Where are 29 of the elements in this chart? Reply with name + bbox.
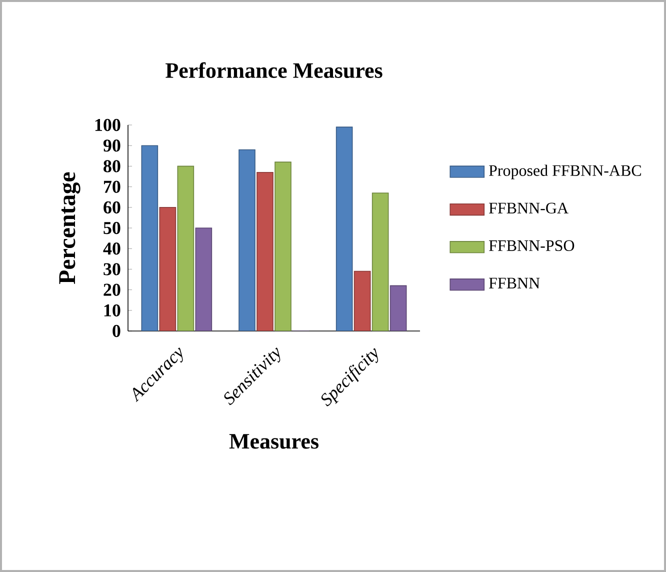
y-tick-label: 70 <box>104 180 120 193</box>
bar <box>274 162 292 331</box>
y-tick-label: 90 <box>103 140 120 152</box>
bar <box>238 149 256 331</box>
bar <box>336 126 353 331</box>
bar <box>195 228 212 331</box>
y-tick-label: 30 <box>104 263 120 276</box>
y-tick-label: 10 <box>104 304 120 316</box>
legend-label: FFBNN <box>489 278 540 288</box>
bar <box>159 207 176 331</box>
bar <box>354 270 371 331</box>
bar <box>372 192 389 331</box>
y-tick-label: 60 <box>104 201 120 214</box>
bar <box>141 145 158 331</box>
y-tick-label: 50 <box>104 222 120 234</box>
bar <box>177 166 194 331</box>
y-tick-label: 20 <box>104 284 120 296</box>
y-tick-label: 40 <box>103 242 120 255</box>
legend-label: Proposed FFBNN-ABC <box>489 164 641 180</box>
bar <box>390 285 407 331</box>
y-tick-label: 0 <box>112 324 120 338</box>
y-tick-label: 100 <box>95 118 120 132</box>
y-tick-label: 80 <box>104 160 120 172</box>
legend-label: FFBNN-PSO <box>489 240 574 252</box>
x-axis-title: Measures <box>229 434 318 449</box>
y-axis-title: Percentage <box>59 172 80 284</box>
bar <box>256 172 274 331</box>
chart-title: Performance Measures <box>166 62 382 78</box>
legend-label: FFBNN-GA <box>489 202 568 214</box>
